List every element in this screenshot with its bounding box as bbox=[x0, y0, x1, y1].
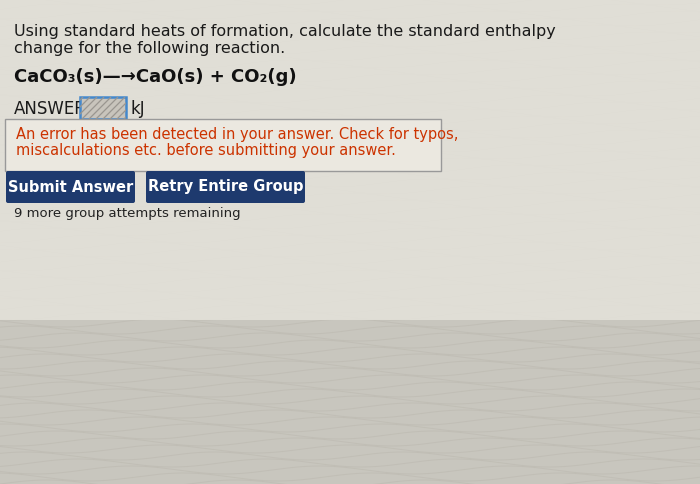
FancyBboxPatch shape bbox=[146, 171, 305, 203]
Text: ANSWER:: ANSWER: bbox=[14, 100, 92, 118]
FancyBboxPatch shape bbox=[6, 171, 135, 203]
Text: kJ: kJ bbox=[131, 100, 146, 118]
Text: An error has been detected in your answer. Check for typos,: An error has been detected in your answe… bbox=[16, 127, 458, 142]
Text: miscalculations etc. before submitting your answer.: miscalculations etc. before submitting y… bbox=[16, 143, 396, 158]
Text: CaCO₃(s)—→CaO(s) + CO₂(g): CaCO₃(s)—→CaO(s) + CO₂(g) bbox=[14, 68, 297, 86]
Text: change for the following reaction.: change for the following reaction. bbox=[14, 41, 286, 56]
FancyBboxPatch shape bbox=[80, 97, 126, 119]
Text: Using standard heats of formation, calculate the standard enthalpy: Using standard heats of formation, calcu… bbox=[14, 24, 556, 39]
Text: Retry Entire Group: Retry Entire Group bbox=[148, 180, 303, 195]
FancyBboxPatch shape bbox=[5, 119, 441, 171]
FancyBboxPatch shape bbox=[0, 0, 700, 320]
Text: Submit Answer: Submit Answer bbox=[8, 180, 133, 195]
Text: 9 more group attempts remaining: 9 more group attempts remaining bbox=[14, 207, 241, 220]
